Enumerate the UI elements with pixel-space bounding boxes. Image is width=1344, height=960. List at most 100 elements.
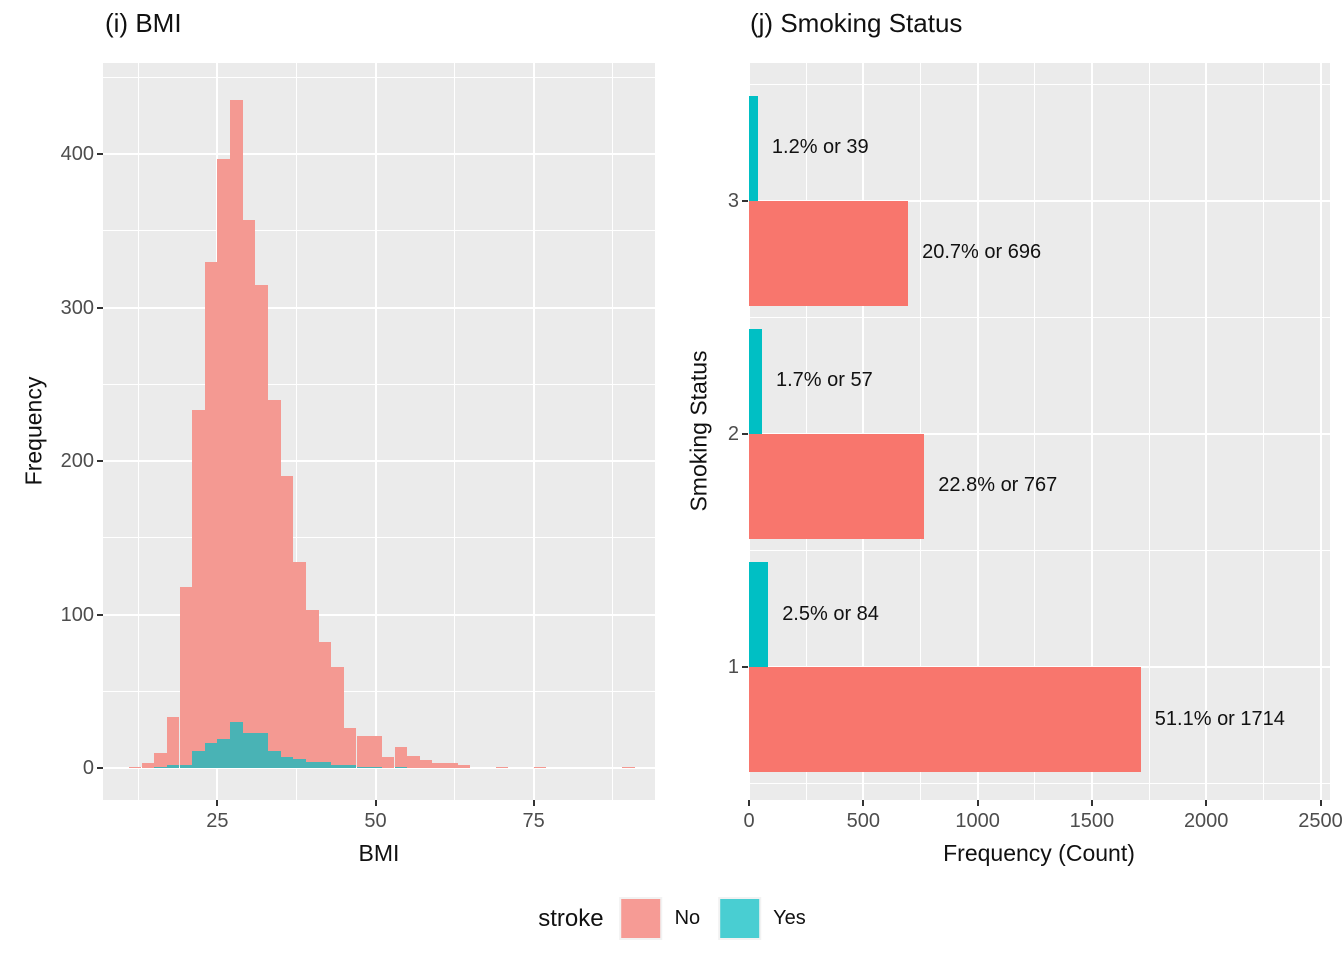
right-x-axis-title: Frequency (Count) [943,840,1135,866]
smoke-x-tick-label: 500 [846,810,880,832]
histogram-bar-no [242,220,256,768]
right-panel-title: (j) Smoking Status [750,8,963,38]
bmi-grid-x-major [374,63,377,800]
histogram-bar-yes [255,732,268,768]
bmi-x-tick-label: 50 [364,810,387,832]
histogram-bar-yes [230,721,243,768]
histogram-bar-no [230,100,243,768]
bmi-y-tick [97,460,103,462]
left-x-axis-title: BMI [358,840,400,866]
histogram-bar-yes [293,758,306,768]
histogram-bar-no [318,642,332,768]
smoke-y-tick [742,666,748,669]
smoke-grid-x-minor [920,63,921,800]
histogram-bar-no [255,284,268,768]
smoking-bar-yes [749,95,758,201]
bmi-grid-x-minor [137,63,139,800]
histogram-bar-no [331,666,344,768]
smoke-grid-y-minor [748,83,1330,85]
left-y-axis-title: Frequency [20,376,47,486]
smoke-x-tick [862,800,865,806]
smoking-bar-yes [749,562,769,668]
histogram-bar-no [495,766,509,768]
smoke-x-tick [1090,800,1093,806]
bmi-x-tick [532,800,535,806]
bmi-grid-y-minor [103,383,655,385]
bmi-grid-y-minor [103,76,655,78]
histogram-bar-yes [154,766,167,768]
histogram-bar-no [369,735,382,768]
bmi-grid-x-minor [454,63,456,800]
histogram-bar-no [343,728,357,768]
smoke-x-tick [976,800,979,806]
legend-title: stroke [538,904,604,932]
histogram-bar-yes [369,766,382,768]
histogram-bar-yes [268,751,281,768]
smoking-bar-label-yes: 2.5% or 84 [782,602,879,625]
histogram-bar-yes [242,732,256,768]
smoke-y-tick-label: 3 [727,189,739,212]
right-y-axis-title: Smoking Status [685,350,712,512]
bmi-x-tick [216,800,219,806]
legend-key-no [619,897,663,940]
smoke-grid-x-major [862,63,865,800]
smoking-bar-yes [749,328,762,434]
histogram-bar-no [179,586,193,768]
histogram-bar-no [356,735,370,768]
bmi-y-tick-label: 0 [82,757,94,779]
bmi-grid-y-minor [103,537,655,539]
histogram-bar-no [419,760,433,768]
bmi-grid-y-major [103,306,655,309]
smoke-grid-y-major [748,432,1330,435]
histogram-bar-yes [318,761,332,768]
legend-label-yes: Yes [773,907,806,929]
bmi-y-tick [97,613,103,616]
histogram-bar-no [533,766,547,768]
smoke-grid-x-major [1319,63,1322,800]
smoke-grid-y-minor [748,316,1330,318]
histogram-bar-no [154,752,167,768]
histogram-bar-no [280,476,294,768]
smoke-x-tick [1205,800,1208,806]
histogram-bar-no [268,399,281,768]
histogram-bar-yes [204,743,218,768]
left-panel-title: (i) BMI [105,8,182,38]
histogram-bar-no [166,717,180,768]
bmi-x-tick [374,800,377,806]
legend-label-no: No [674,907,701,929]
smoking-bar-label-no: 20.7% or 696 [922,241,1042,264]
legend-swatch-no [621,899,661,938]
smoking-bar-no [749,667,1141,773]
smoke-y-tick-label: 2 [727,422,739,445]
histogram-bar-no [394,746,408,768]
bmi-grid-y-major [103,460,655,462]
bmi-y-tick-label: 200 [60,450,94,472]
smoke-x-tick-label: 2000 [1183,810,1229,832]
smoking-bar-no [749,433,925,539]
smoking-bar-label-yes: 1.7% or 57 [776,369,873,392]
smoke-x-tick-label: 2500 [1298,810,1343,832]
histogram-bar-yes [306,761,319,768]
legend-key-yes [718,897,762,940]
legend: stroke No Yes [538,897,806,940]
bmi-grid-x-minor [296,63,297,800]
smoking-bar-label-no: 51.1% or 1714 [1154,707,1285,730]
smoke-grid-y-major [748,199,1330,202]
histogram-bar-no [432,763,445,768]
histogram-bar-yes [343,764,357,768]
histogram-bar-yes [166,764,180,768]
bmi-grid-y-major [103,153,655,155]
histogram-bar-no [407,755,420,768]
smoke-grid-x-minor [805,63,807,800]
bmi-grid-x-major [532,63,535,800]
bmi-grid-y-major [103,613,655,616]
histogram-bar-no [204,261,218,768]
bmi-y-tick-label: 100 [60,603,94,626]
histogram-bar-yes [192,751,205,768]
histogram-bar-yes [356,766,370,768]
smoke-grid-y-minor [748,783,1330,785]
smoke-grid-x-major [1205,63,1208,800]
bmi-grid-y-minor [103,690,655,692]
histogram-bar-no [306,609,319,768]
